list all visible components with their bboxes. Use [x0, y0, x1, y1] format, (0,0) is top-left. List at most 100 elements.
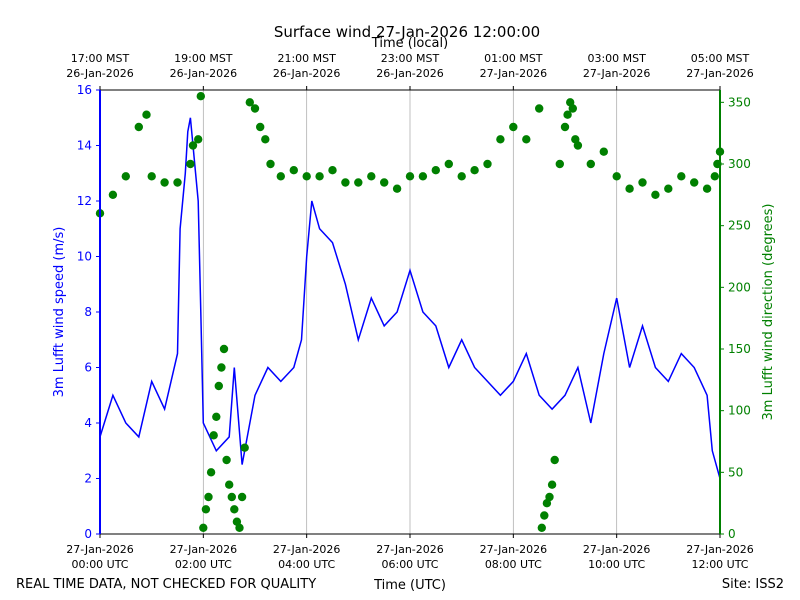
x-tick-label-top-date: 27-Jan-2026 — [480, 67, 548, 80]
x-tick-label-top-time: 03:00 MST — [587, 52, 646, 65]
wind-direction-point — [354, 178, 363, 187]
y-tick-label-left: 8 — [84, 305, 92, 319]
wind-direction-point — [237, 492, 247, 502]
wind-direction-point — [509, 122, 518, 132]
wind-direction-point — [302, 172, 311, 181]
wind-direction-point — [586, 159, 595, 169]
wind-direction-point — [560, 122, 570, 132]
wind-direction-point — [599, 147, 608, 156]
wind-direction-point — [496, 135, 505, 144]
x-tick-label-bottom-date: 27-Jan-2026 — [583, 543, 651, 556]
wind-direction-point — [206, 468, 216, 477]
wind-direction-point — [612, 172, 621, 181]
y-tick-label-right: 200 — [728, 280, 751, 294]
wind-direction-point — [245, 98, 254, 107]
y-tick-label-right: 100 — [728, 404, 751, 418]
x-tick-label-bottom-time: 10:00 UTC — [588, 558, 645, 571]
x-tick-label-top-time: 17:00 MST — [71, 52, 130, 65]
wind-direction-point — [651, 190, 660, 199]
wind-direction-point — [677, 172, 686, 181]
x-tick-label-top-time: 01:00 MST — [484, 52, 543, 65]
wind-direction-point — [188, 141, 198, 150]
wind-direction-point — [134, 122, 143, 132]
x-tick-label-top-date: 26-Jan-2026 — [376, 67, 444, 80]
wind-direction-point — [535, 104, 544, 113]
y-tick-label-left: 10 — [77, 250, 92, 264]
wind-direction-point — [568, 104, 577, 113]
x-tick-label-top-time: 21:00 MST — [277, 52, 336, 65]
x-tick-label-top-date: 26-Jan-2026 — [170, 67, 238, 80]
wind-direction-point — [563, 110, 572, 119]
x-tick-label-bottom-time: 12:00 UTC — [691, 558, 748, 571]
x-tick-label-bottom-date: 27-Jan-2026 — [66, 543, 134, 556]
wind-direction-point — [573, 141, 583, 150]
site-label: Site: ISS2 — [722, 577, 784, 592]
tick-layer: 27-Jan-2026 00:00 UTC 27-Jan-2026 02:00 UTC… — [66, 52, 754, 571]
x-tick-label-bottom-date: 27-Jan-2026 — [273, 543, 341, 556]
wind-direction-point — [545, 492, 554, 502]
wind-direction-point — [219, 344, 229, 354]
wind-direction-point — [201, 505, 211, 514]
wind-direction-point — [367, 172, 376, 181]
top-axis-label: Time (local) — [371, 36, 448, 51]
y-tick-label-left: 0 — [84, 527, 92, 541]
wind-direction-point — [250, 104, 260, 113]
wind-direction-point — [261, 135, 270, 144]
wind-direction-point — [418, 172, 428, 181]
right-axis-label: 3m Lufft wind direction (degrees) — [761, 204, 776, 421]
wind-direction-point — [547, 480, 557, 489]
wind-direction-point — [664, 184, 673, 193]
wind-direction-point — [690, 178, 699, 187]
wind-direction-point — [550, 455, 559, 465]
wind-direction-point — [225, 480, 234, 489]
wind-direction-point — [444, 159, 453, 169]
y-tick-label-left: 4 — [84, 416, 92, 430]
x-tick-label-bottom-time: 02:00 UTC — [175, 558, 232, 571]
wind-direction-point — [147, 172, 156, 181]
wind-direction-point — [276, 172, 285, 181]
wind-direction-point — [222, 455, 231, 465]
grid-layer — [202, 90, 618, 534]
wind-direction-point — [702, 184, 712, 193]
x-tick-label-bottom-time: 00:00 UTC — [71, 558, 128, 571]
wind-direction-point — [457, 172, 466, 181]
wind-direction-point — [227, 492, 236, 502]
wind-direction-point — [483, 159, 492, 169]
wind-direction-point — [266, 159, 275, 169]
y-tick-label-left: 14 — [77, 139, 92, 153]
y-tick-label-right: 0 — [728, 527, 736, 541]
x-tick-label-bottom-time: 06:00 UTC — [381, 558, 438, 571]
wind-direction-point — [540, 511, 549, 520]
x-tick-label-top-date: 26-Jan-2026 — [66, 67, 134, 80]
x-tick-label-top-time: 23:00 MST — [381, 52, 440, 65]
wind-direction-point — [341, 178, 350, 187]
wind-direction-point — [380, 178, 389, 187]
x-tick-label-top-date: 27-Jan-2026 — [583, 67, 651, 80]
wind-direction-point — [209, 431, 218, 440]
wind-direction-point — [230, 505, 239, 514]
wind-direction-point — [121, 172, 130, 181]
wind-direction-point — [173, 178, 182, 187]
wind-direction-point — [392, 184, 402, 193]
wind-direction-point — [638, 178, 647, 187]
wind-direction-point — [256, 122, 265, 132]
wind-direction-point — [315, 172, 324, 181]
x-tick-label-bottom-time: 04:00 UTC — [278, 558, 335, 571]
y-tick-label-right: 50 — [728, 465, 743, 479]
wind-direction-point — [470, 166, 479, 175]
wind-direction-point — [214, 381, 223, 391]
wind-direction-point — [405, 172, 415, 181]
x-tick-label-top-date: 27-Jan-2026 — [686, 67, 754, 80]
x-tick-label-top-time: 05:00 MST — [691, 52, 750, 65]
y-tick-label-left: 6 — [84, 361, 92, 375]
wind-direction-point — [194, 135, 203, 144]
wind-direction-point — [555, 159, 564, 169]
wind-direction-point — [328, 166, 337, 175]
x-tick-label-bottom-date: 27-Jan-2026 — [480, 543, 548, 556]
wind-direction-point — [240, 443, 249, 452]
wind-speed-line — [99, 117, 721, 479]
y-tick-label-left: 12 — [77, 194, 92, 208]
x-tick-label-bottom-date: 27-Jan-2026 — [170, 543, 238, 556]
wind-direction-point — [431, 166, 440, 175]
wind-direction-point — [217, 363, 226, 372]
